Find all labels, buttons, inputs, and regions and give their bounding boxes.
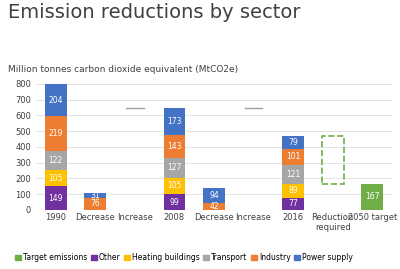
Legend: Target emissions, Other, Heating buildings, Transport, Industry, Power supply: Target emissions, Other, Heating buildin… xyxy=(12,250,356,265)
Bar xyxy=(84,198,106,210)
Text: 77: 77 xyxy=(288,199,298,208)
Text: 94: 94 xyxy=(209,191,219,200)
Bar xyxy=(282,184,304,198)
Text: 173: 173 xyxy=(167,117,182,126)
Bar xyxy=(84,193,106,198)
Bar xyxy=(282,165,304,184)
Text: 121: 121 xyxy=(286,170,300,179)
Bar xyxy=(164,108,185,135)
Text: 31: 31 xyxy=(90,191,100,200)
Text: 79: 79 xyxy=(288,138,298,147)
Bar xyxy=(164,158,185,178)
Text: 89: 89 xyxy=(288,186,298,195)
Bar xyxy=(164,194,185,210)
Text: 42: 42 xyxy=(209,202,219,211)
Text: 127: 127 xyxy=(167,163,182,172)
Text: Emission reductions by sector: Emission reductions by sector xyxy=(8,3,300,22)
Bar xyxy=(203,203,225,210)
Text: Million tonnes carbon dioxide equivalent (MtCO2e): Million tonnes carbon dioxide equivalent… xyxy=(8,65,238,73)
Text: 149: 149 xyxy=(48,194,63,203)
Bar xyxy=(45,116,67,151)
Text: 105: 105 xyxy=(167,182,182,190)
Bar xyxy=(282,149,304,165)
Bar xyxy=(45,151,67,170)
Text: 122: 122 xyxy=(49,156,63,165)
Bar xyxy=(282,198,304,210)
Bar xyxy=(164,135,185,158)
Bar xyxy=(361,183,383,210)
Text: 219: 219 xyxy=(48,129,63,138)
Bar xyxy=(45,170,67,186)
Bar xyxy=(45,186,67,210)
Bar xyxy=(45,84,67,116)
Text: 101: 101 xyxy=(286,152,300,161)
Text: 143: 143 xyxy=(167,142,182,151)
Text: 204: 204 xyxy=(48,95,63,105)
Bar xyxy=(282,136,304,149)
Text: 76: 76 xyxy=(90,199,100,208)
Bar xyxy=(322,136,344,183)
Text: 167: 167 xyxy=(365,192,380,201)
Text: 105: 105 xyxy=(48,174,63,183)
Text: 99: 99 xyxy=(170,197,179,207)
Bar xyxy=(164,178,185,194)
Bar xyxy=(203,188,225,203)
